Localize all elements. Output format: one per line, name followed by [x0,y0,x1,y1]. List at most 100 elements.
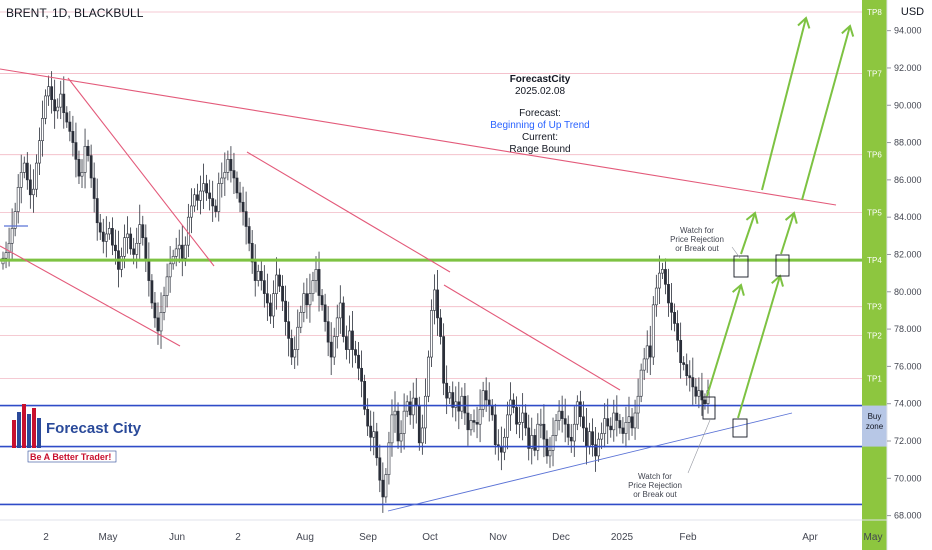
candle-body [633,412,637,429]
candle-body [487,399,491,406]
candle-body [667,284,670,304]
candle-body [83,145,87,173]
candle-body [685,364,689,377]
candle-body [281,285,284,302]
logo-name: Forecast City [46,420,142,437]
buy-zone-band [862,405,887,447]
x-tick-label: Sep [359,532,377,543]
y-tick-label: 92.000 [894,63,922,73]
candle-body [539,423,543,426]
candle-body [311,280,315,294]
candle-body [150,280,154,304]
candle-body [287,321,291,339]
candle-body [341,302,345,337]
candle-body [411,397,415,416]
candle-body [478,408,482,425]
candle-body [554,420,558,436]
candle-body [578,401,582,418]
candle-body [648,345,652,358]
candle-body [375,431,379,459]
logo-bar [12,420,16,448]
candle-body [682,362,686,365]
candle-body [360,367,363,382]
candle-body [384,474,388,498]
candle-body [4,252,8,259]
candle-body [177,244,181,250]
candle-body [545,438,549,457]
long-downtrend-line [0,68,837,206]
candle-body [193,194,196,207]
candle-body [302,293,306,313]
candle-body [141,224,145,238]
candle-body [572,423,576,442]
current-value: Range Bound [509,144,571,155]
symbol-header[interactable]: BRENT, 1D, BLACKBULL [6,6,144,20]
candle-body [214,205,218,212]
candle-body [393,410,397,416]
candle-body [351,330,354,350]
tp-label-tp4: TP4 [867,256,882,265]
candle-body [387,442,391,475]
candle-body [256,270,260,281]
candle-body [314,269,318,281]
tp-label-tp8: TP8 [867,8,882,17]
candle-body [241,201,245,212]
candle-body [563,418,567,425]
candle-body [557,410,561,421]
currency-label[interactable]: USD [900,6,925,18]
candle-body [420,427,424,444]
candle-body [323,304,327,322]
candle-body [448,392,452,399]
candle-body [168,263,172,278]
candle-body [250,242,254,263]
y-tick-label: 78.000 [894,324,922,334]
candle-body [199,190,202,201]
candle-body [275,274,278,294]
candle-body [591,431,594,446]
current-label: Current: [521,132,559,143]
candle-body [305,293,309,306]
candle-body [293,349,297,358]
candle-body [132,248,136,255]
candle-body [348,330,351,350]
candle-body [247,226,251,244]
candle-body [65,112,69,123]
candle-body [618,420,622,429]
candle-body [642,358,646,371]
candle-body [670,302,673,313]
candle-body [44,95,47,119]
candle-body [110,228,114,246]
candle-body [223,172,227,179]
candle-body [548,450,552,457]
candle-body [269,302,272,317]
y-tick-label: 86.000 [894,175,922,185]
note-upper-line1: Watch for [680,226,714,235]
note-lower-line3: or Break out [633,490,677,499]
candle-body [654,287,658,306]
candle-body [551,435,555,451]
projection-arrow-4 [737,275,781,419]
candle-body [89,155,93,179]
tp-band [862,0,887,550]
candle-body [484,390,488,401]
candle-body [621,427,625,434]
candle-body [609,425,613,431]
projection-arrow-2 [740,212,756,255]
candle-body [235,177,239,194]
downtrend-line-4 [443,284,621,391]
candle-body [50,86,54,100]
candle-body [703,399,707,404]
x-tick-label: Feb [679,532,697,543]
candle-body [144,237,148,261]
candle-body [80,172,84,177]
candle-body [524,412,528,429]
candle-body [396,410,400,442]
candle-body [59,93,63,108]
candle-body [220,177,224,184]
candle-body [205,183,208,194]
candle-body [162,295,166,313]
candle-body [499,446,503,453]
candle-body [329,341,333,358]
candle-body [10,228,14,244]
projection-arrow-6 [801,25,851,201]
